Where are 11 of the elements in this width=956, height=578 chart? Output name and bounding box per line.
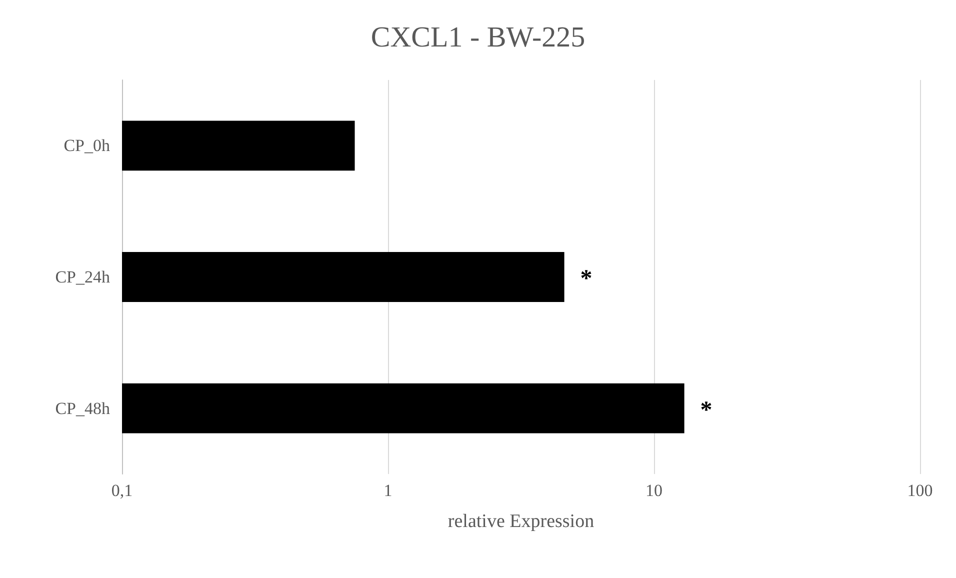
x-tick-label: 0,1 bbox=[111, 481, 133, 500]
y-tick-label: CP_24h bbox=[55, 268, 110, 286]
x-tick-label: 100 bbox=[907, 481, 933, 500]
x-axis-title: relative Expression bbox=[448, 511, 595, 532]
x-tick-label: 10 bbox=[646, 481, 662, 500]
y-tick-label: CP_48h bbox=[55, 398, 110, 418]
x-tick-label: 1 bbox=[384, 481, 392, 500]
y-tick-label: CP_0h bbox=[64, 136, 110, 156]
chart-title: CXCL1 - BW-225 bbox=[370, 22, 586, 54]
annotation: * bbox=[700, 397, 712, 424]
annotation: * bbox=[580, 266, 592, 292]
